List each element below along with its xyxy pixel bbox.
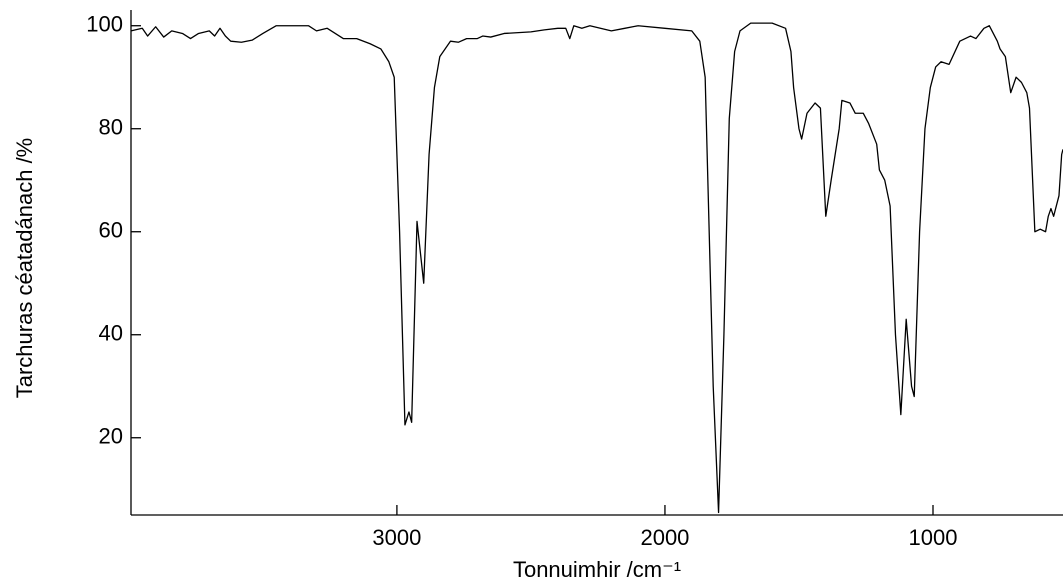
y-tick-label: 20	[99, 424, 123, 449]
x-tick-label: 2000	[640, 525, 689, 550]
spectrum-line	[130, 22, 1063, 514]
x-tick-label: 3000	[372, 525, 421, 550]
x-tick-label: 1000	[909, 525, 958, 550]
y-tick-label: 40	[99, 321, 123, 346]
y-tick-label: 100	[86, 12, 123, 37]
y-tick-label: 60	[99, 218, 123, 243]
y-axis-label: Tarchuras céatadánach /%	[12, 138, 37, 399]
y-tick-label: 80	[99, 115, 123, 140]
x-axis-label: Tonnuimhir /cm⁻¹	[513, 557, 681, 582]
